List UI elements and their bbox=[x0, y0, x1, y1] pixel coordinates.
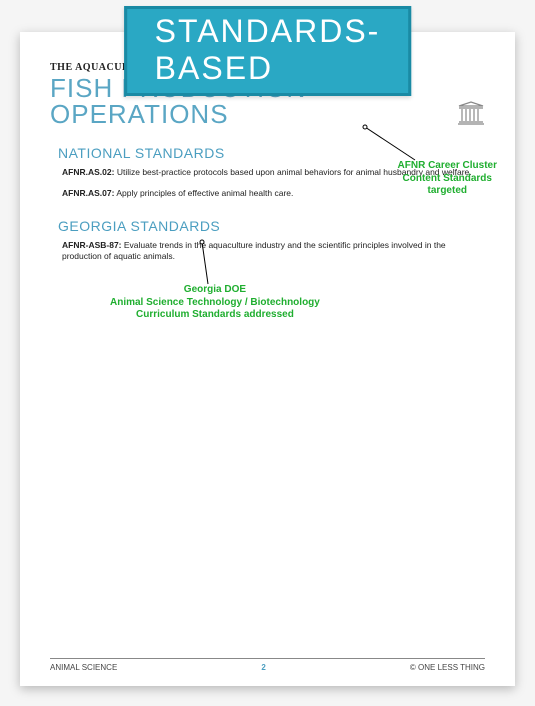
standard-item: AFNR-ASB-87: Evaluate trends in the aqua… bbox=[62, 240, 477, 263]
callout-national: AFNR Career Cluster Content Standards ta… bbox=[398, 160, 497, 198]
callout-line: Animal Science Technology / Biotechnolog… bbox=[110, 297, 320, 310]
standards-banner: STANDARDS-BASED bbox=[124, 6, 412, 96]
callout-line: AFNR Career Cluster bbox=[398, 160, 497, 173]
footer-left: ANIMAL SCIENCE bbox=[50, 663, 117, 672]
page-footer: ANIMAL SCIENCE 2 © ONE LESS THING bbox=[50, 658, 485, 672]
callout-line: targeted bbox=[398, 185, 497, 198]
callout-line: Georgia DOE bbox=[110, 284, 320, 297]
footer-right: © ONE LESS THING bbox=[410, 663, 485, 672]
footer-page-number: 2 bbox=[261, 663, 265, 672]
callout-georgia: Georgia DOE Animal Science Technology / … bbox=[110, 284, 320, 322]
pillar-icon bbox=[457, 101, 485, 125]
standard-text: Apply principles of effective animal hea… bbox=[116, 188, 293, 198]
standard-code: AFNR.AS.07: bbox=[62, 188, 114, 198]
section-heading-georgia: GEORGIA STANDARDS bbox=[58, 218, 485, 234]
annotation-lines bbox=[20, 32, 515, 686]
callout-line: Curriculum Standards addressed bbox=[110, 309, 320, 322]
standard-code: AFNR.AS.02: bbox=[62, 167, 114, 177]
standard-code: AFNR-ASB-87: bbox=[62, 240, 122, 250]
document-page: THE AQUACULTURE INDUSTRY FISH PRODUCTION… bbox=[20, 32, 515, 686]
section-heading-national: NATIONAL STANDARDS bbox=[58, 145, 485, 161]
callout-line: Content Standards bbox=[398, 173, 497, 186]
